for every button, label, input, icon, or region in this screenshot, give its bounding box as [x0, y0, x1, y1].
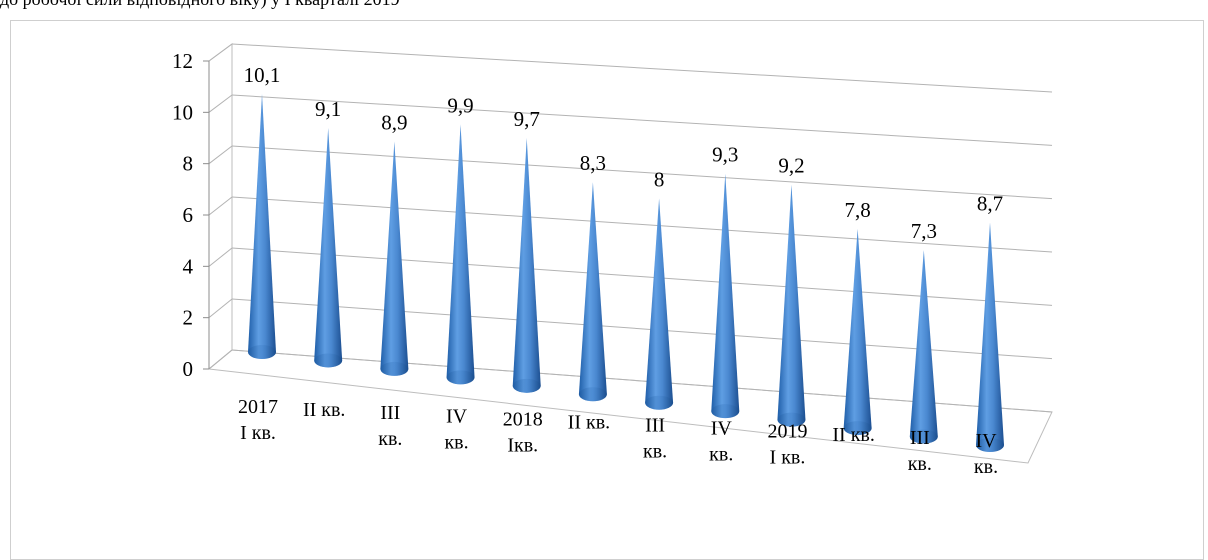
data-label: 7,3 [911, 219, 937, 243]
gridline [231, 196, 1053, 253]
data-label: 9,7 [514, 107, 540, 131]
gridline [231, 94, 1053, 146]
x-tick-label: II кв. [303, 399, 345, 421]
gridline [231, 43, 1053, 93]
x-axis-labels: 2017 I кв. II кв. III кв. IV кв. 2018 Iкв. II кв.… [238, 396, 998, 478]
side-gridline [208, 349, 233, 370]
y-tick-label: 6 [183, 203, 194, 227]
cone-bar [380, 141, 409, 376]
data-label: 8 [654, 167, 665, 191]
cone-base [909, 429, 938, 444]
cone-base [645, 395, 674, 410]
x-tick-label: 2017 [238, 396, 278, 418]
cone-bar [909, 250, 938, 444]
x-tick-label: II кв. [568, 411, 610, 433]
cone-bar [711, 173, 740, 419]
x-tick-label: I кв. [240, 422, 276, 444]
cone-base [578, 387, 607, 402]
x-tick-label: III [380, 402, 400, 424]
data-label: 8,7 [977, 192, 1003, 216]
cone-bar [512, 137, 541, 393]
cone-bar [248, 93, 276, 359]
cone-base [380, 361, 409, 376]
y-tick-label: 12 [172, 49, 193, 73]
x-tick-label: IV [446, 405, 468, 427]
x-tick-label: IV [975, 430, 997, 452]
cone-base [446, 370, 475, 385]
cone-bar [446, 124, 475, 385]
cone-base [314, 353, 343, 368]
y-tick-label: 8 [183, 152, 194, 176]
data-label: 9,3 [712, 143, 738, 167]
side-gridline [208, 298, 233, 319]
x-tick-label: кв. [378, 428, 402, 450]
cone-bar [645, 198, 674, 410]
x-tick-label: II кв. [832, 424, 874, 446]
cone-bar [843, 228, 872, 436]
cones [248, 93, 1004, 452]
gridline [231, 298, 1053, 360]
side-gridline [208, 43, 233, 62]
chart-caption: до робочої сили відповідного віку) у I к… [0, 0, 400, 10]
data-label: 10,1 [244, 63, 281, 87]
cone-base [711, 404, 740, 419]
cone-base [248, 345, 276, 359]
data-label: 9,9 [447, 93, 473, 117]
x-tick-label: I кв. [770, 447, 806, 469]
y-tick-label: 0 [183, 357, 194, 381]
x-tick-label: III [910, 427, 930, 449]
side-gridline [208, 94, 233, 113]
value-labels: 10,1 9,1 8,9 9,9 9,7 8,3 8 9,3 9,2 7,8 7,3 8,7 [244, 63, 1004, 243]
x-tick-label: 2018 [503, 408, 543, 430]
cone-base [777, 412, 806, 427]
x-tick-label: кв. [709, 444, 733, 466]
x-tick-label: кв. [643, 441, 667, 463]
y-tick-label: 10 [172, 100, 193, 124]
x-tick-label: IV [711, 418, 733, 440]
cone-bar [578, 182, 607, 402]
y-tick-label: 2 [183, 306, 194, 330]
y-tick-label: 4 [183, 254, 194, 278]
data-label: 9,1 [315, 97, 341, 121]
data-label: 9,2 [778, 154, 804, 178]
gridline [231, 145, 1053, 200]
cone-bar [314, 127, 343, 368]
cone-base [512, 378, 541, 393]
x-tick-label: III [645, 415, 665, 437]
side-gridline [208, 145, 233, 165]
cone-bar [976, 222, 1004, 452]
data-label: 8,9 [381, 111, 407, 135]
cone-base [976, 438, 1004, 452]
gridline [231, 247, 1053, 306]
x-tick-label: кв. [974, 456, 998, 478]
x-tick-label: 2019 [767, 421, 807, 443]
cone-base [843, 421, 872, 436]
cone-bar [777, 184, 806, 427]
data-label: 8,3 [580, 151, 606, 175]
y-axis: 0 2 4 6 8 10 12 [172, 49, 210, 381]
data-label: 7,8 [845, 198, 871, 222]
x-tick-label: Iкв. [507, 434, 538, 456]
x-tick-label: кв. [908, 453, 932, 475]
side-gridline [208, 247, 233, 267]
x-tick-label: кв. [444, 431, 468, 453]
side-gridline [208, 196, 233, 216]
